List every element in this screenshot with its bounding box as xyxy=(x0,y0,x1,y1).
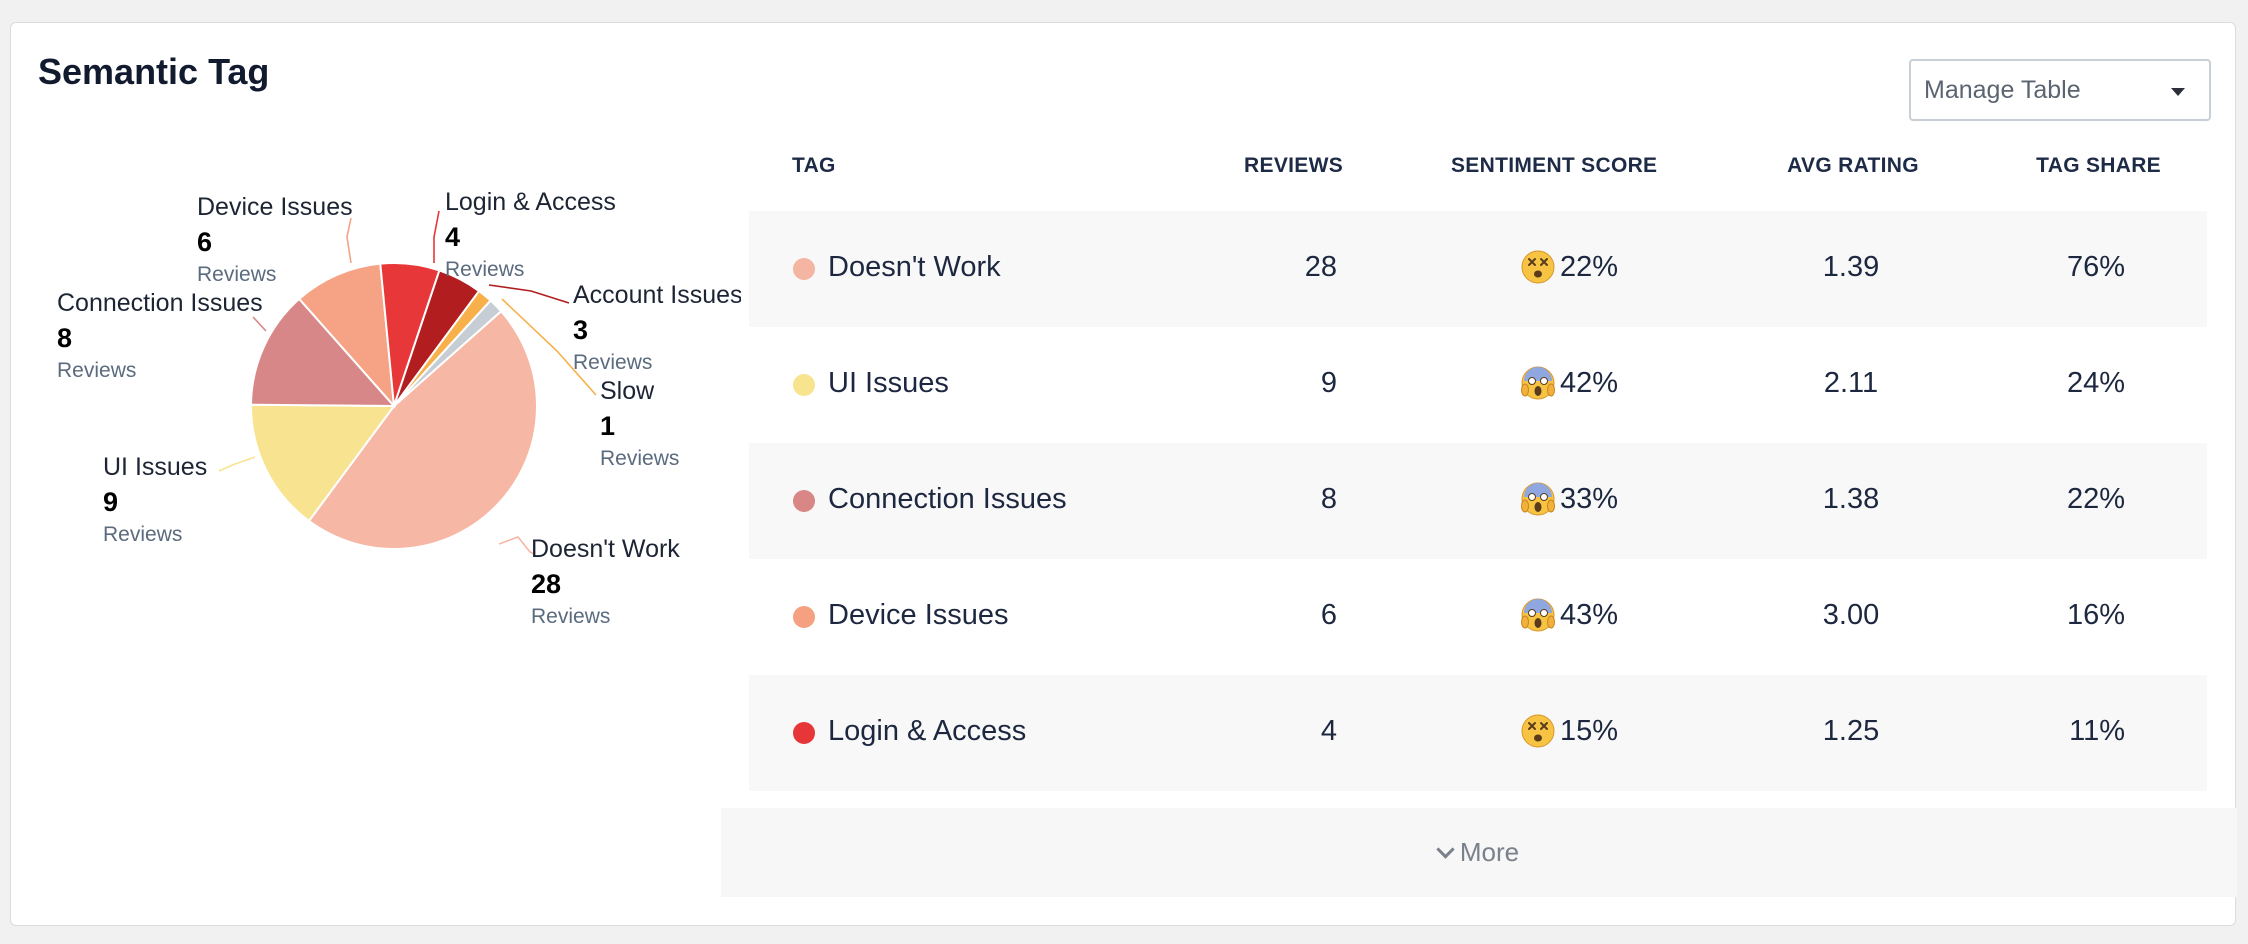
caret-down-icon xyxy=(2171,88,2185,96)
avg-rating: 2.11 xyxy=(1823,367,1879,399)
pie-label-unit: Reviews xyxy=(197,263,276,286)
reviews-count: 9 xyxy=(1320,367,1337,399)
avg-rating: 1.25 xyxy=(1822,715,1880,747)
table-row[interactable]: Device Issues 6 43% 3.00 16% xyxy=(749,559,2207,675)
pie-label-value: 9 xyxy=(103,487,118,517)
manage-table-label: Manage Table xyxy=(1924,76,2081,104)
pie-leader-line xyxy=(501,298,597,396)
tag-color-dot xyxy=(793,258,815,280)
tag-share: 16% xyxy=(2066,599,2125,631)
avg-rating: 1.39 xyxy=(1822,251,1880,283)
column-header-tag: TAG xyxy=(792,154,836,177)
pie-leader-line xyxy=(346,217,352,264)
table-row[interactable]: Connection Issues 8 33% 1.38 22% xyxy=(749,443,2207,559)
pie-leader-line xyxy=(218,456,256,472)
screaming-face-icon xyxy=(1521,482,1555,516)
tag-name: UI Issues xyxy=(828,367,949,399)
pie-label-name: UI Issues xyxy=(103,453,207,481)
tag-share: 76% xyxy=(2066,251,2125,283)
reviews-count: 8 xyxy=(1320,483,1337,515)
tag-name: Login & Access xyxy=(828,715,1027,747)
pie-label-name: Connection Issues xyxy=(57,289,263,317)
pie-label-name: Login & Access xyxy=(445,188,616,216)
pie-label-unit: Reviews xyxy=(103,523,182,546)
pie-label-name: Slow xyxy=(600,377,655,405)
tag-name: Connection Issues xyxy=(828,483,1067,515)
tag-color-dot xyxy=(793,722,815,744)
pie-label-value: 1 xyxy=(600,411,615,441)
pie-label-value: 28 xyxy=(531,569,561,599)
pie-label-value: 4 xyxy=(445,222,460,252)
sentiment-score: 43% xyxy=(1560,599,1619,631)
pie-leader-line xyxy=(433,210,440,263)
pie-label-value: 8 xyxy=(57,323,72,353)
tag-color-dot xyxy=(793,374,815,396)
dizzy-face-icon xyxy=(1521,250,1555,284)
pie-slice[interactable] xyxy=(307,309,538,550)
reviews-count: 28 xyxy=(1304,251,1337,283)
sentiment-score: 33% xyxy=(1560,483,1619,515)
pie-label-value: 6 xyxy=(197,227,212,257)
pie-label-unit: Reviews xyxy=(445,258,524,281)
avg-rating: 1.38 xyxy=(1822,483,1880,515)
table-row[interactable]: UI Issues 9 42% 2.11 24% xyxy=(749,327,2207,443)
tag-color-dot xyxy=(793,490,815,512)
pie-label-value: 3 xyxy=(573,315,588,345)
more-button[interactable]: More xyxy=(721,808,2237,897)
dizzy-face-icon xyxy=(1521,714,1555,748)
pie-label-unit: Reviews xyxy=(57,359,136,382)
pie-slice[interactable] xyxy=(297,262,396,409)
screaming-face-icon xyxy=(1521,366,1555,400)
pie-slice[interactable] xyxy=(393,299,503,407)
screaming-face-icon xyxy=(1521,598,1555,632)
pie-leader-line xyxy=(488,284,570,304)
reviews-count: 4 xyxy=(1320,715,1337,747)
pie-label-unit: Reviews xyxy=(600,447,679,470)
semantic-tag-pie-chart: Doesn't Work 28 Reviews UI Issues 9 Reviews Co… xyxy=(57,188,741,628)
column-header-tag-share: TAG SHARE xyxy=(2036,154,2161,177)
chevron-down-icon xyxy=(1436,840,1455,859)
pie-slice[interactable] xyxy=(250,403,396,523)
pie-label-unit: Reviews xyxy=(573,351,652,374)
panel-title: Semantic Tag xyxy=(38,51,270,92)
sentiment-score: 15% xyxy=(1560,715,1619,747)
tag-share: 24% xyxy=(2066,367,2125,399)
pie-leader-line xyxy=(498,536,535,555)
pie-label-unit: Reviews xyxy=(531,605,610,628)
sentiment-score: 42% xyxy=(1560,367,1619,399)
pie-label-name: Device Issues xyxy=(197,193,353,221)
column-header-avg-rating: AVG RATING xyxy=(1787,154,1919,177)
pie-slice[interactable] xyxy=(249,297,397,408)
table-row[interactable]: Login & Access 4 15% 1.25 11% xyxy=(749,675,2207,791)
tag-name: Doesn't Work xyxy=(828,251,1001,283)
reviews-count: 6 xyxy=(1320,599,1337,631)
column-header-sentiment-score: SENTIMENT SCORE xyxy=(1451,154,1658,177)
tag-color-dot xyxy=(793,606,815,628)
semantic-tag-panel: Semantic Tag Manage Table Doesn't Work 28… xyxy=(10,22,2237,926)
pie-label-name: Account Issues xyxy=(573,281,741,309)
sentiment-score: 22% xyxy=(1560,251,1619,283)
pie-leader-line xyxy=(252,316,267,332)
table-row[interactable]: Doesn't Work 28 22% 1.39 76% xyxy=(749,211,2207,327)
tag-name: Device Issues xyxy=(828,599,1009,631)
pie-label-name: Doesn't Work xyxy=(531,535,680,563)
column-header-reviews: REVIEWS xyxy=(1244,154,1343,177)
avg-rating: 3.00 xyxy=(1822,599,1880,631)
tag-share: 22% xyxy=(2066,483,2125,515)
more-label: More xyxy=(1459,837,1520,867)
tag-share: 11% xyxy=(2069,715,2125,747)
manage-table-dropdown[interactable]: Manage Table xyxy=(1909,59,2211,121)
